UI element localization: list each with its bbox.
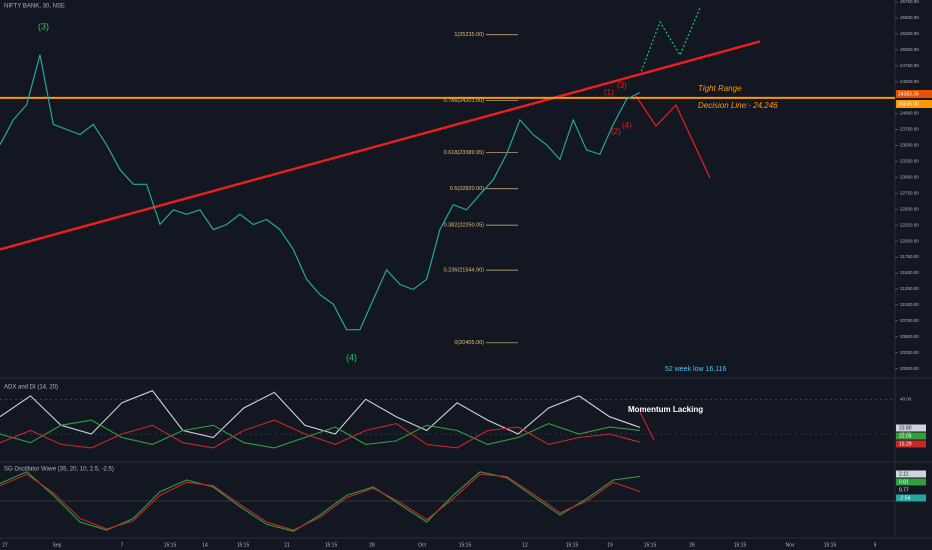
data-line [0,471,641,532]
x-tick-label: 15:15 [644,542,657,548]
value-badge [896,440,926,448]
value-badge-label: 15.29 [899,441,912,447]
y-tick-label: 22750.00 [900,190,919,195]
y-tick-label: 20750.00 [900,318,919,323]
fib-label: 0(20405.00) [454,340,484,346]
x-tick-label: 7 [121,542,124,548]
x-tick-label: 15:15 [459,542,472,548]
y-tick-label: 20000.00 [900,366,919,371]
momentum-arrow [639,411,655,441]
y-tick-label: 25500.00 [900,15,919,20]
projection-down [635,95,711,179]
panel-title: ADX and DI (14, 20) [4,385,58,391]
data-line [0,419,641,449]
x-tick-label: 28 [369,542,375,548]
projection-up [639,7,701,76]
annotation: Tight Range [698,84,742,93]
y-tick-label: 23750.00 [900,127,919,132]
annotation: Momentum Lacking [628,405,703,414]
value-badge [896,470,926,478]
y-tick-label: 22000.00 [900,238,919,243]
x-tick-label: 9 [874,542,877,548]
y-tick-label: 22500.00 [900,206,919,211]
y-tick-label: 25750.00 [900,0,919,4]
y-tick-label: 24000.00 [900,111,919,116]
fib-label: 1(25235.00) [454,32,484,38]
fib-label: 0.618(23389.95) [444,150,485,156]
y-tick-label: 24750.00 [900,63,919,68]
y-tick-label: 40.00 [900,397,912,402]
x-tick-label: 14 [202,542,208,548]
x-tick-label: 15:15 [734,542,747,548]
y-tick-label: 24500.00 [900,79,919,84]
value-badge-label: 23.80 [899,425,912,431]
x-tick-label: 15:15 [237,542,250,548]
value-badge-label: 0.81 [899,479,909,485]
y-tick-label: 21000.00 [900,302,919,307]
y-tick-label: 23000.00 [900,174,919,179]
x-tick-label: 15:15 [164,542,177,548]
price-badge [896,100,932,108]
fib-label: 0.236(21544.90) [444,268,485,274]
wave-label: (2) [611,127,621,136]
y-tick-label: 25000.00 [900,47,919,52]
value-badge [896,478,926,486]
fib-label: 0.786(24201.00) [444,98,485,104]
wave-label: (1) [604,88,614,97]
fib-label: 0.382(22250.05) [444,223,485,229]
price-badge-label: 24383.35 [898,91,919,97]
value-badge-label: -2.54 [899,495,911,501]
price-badge [896,90,932,98]
x-tick-label: Sep [53,542,62,548]
chart-title: NIFTY BANK, 30, NSE [4,4,65,10]
x-tick-label: 15:15 [325,542,338,548]
price-badge-label: 24246.00 [898,101,919,107]
trend-line [0,40,761,251]
x-tick-label: 19 [607,542,613,548]
y-tick-label: 25250.00 [900,31,919,36]
y-tick-label: 21500.00 [900,270,919,275]
value-badge [896,432,926,440]
wave-label: (4) [622,121,632,130]
y-tick-label: 21250.00 [900,286,919,291]
value-badge [896,424,926,432]
value-badge-label: 0.77 [899,487,909,493]
x-tick-label: 15:15 [824,542,837,548]
x-tick-label: 26 [689,542,695,548]
y-tick-label: 20250.00 [900,350,919,355]
wave-label: (4) [346,352,357,362]
data-line [0,419,641,449]
panel-title: SG Oscillator Wave (35, 20, 10, 2.5, -2.… [4,467,114,473]
y-tick-label: 22250.00 [900,222,919,227]
annotation: 52 week low 16,116 [665,366,726,373]
y-tick-label: 20500.00 [900,334,919,339]
x-tick-label: 21 [284,542,290,548]
fib-label: 0.5(22820.00) [450,186,484,192]
x-tick-label: 15:15 [566,542,579,548]
value-badge-label: 2.11 [899,471,909,477]
wave-label: (3) [38,21,49,31]
y-tick-label: 21750.00 [900,254,919,259]
x-tick-label: Nov [786,542,795,548]
data-line [0,473,641,531]
y-tick-label: 23500.00 [900,143,919,148]
data-line [0,390,641,439]
x-tick-label: 12 [522,542,528,548]
value-badge-label: 22.05 [899,433,912,439]
wave-label: (3) [617,81,627,90]
x-tick-label: 27 [2,542,8,548]
y-tick-label: 23250.00 [900,159,919,164]
value-badge [896,486,926,494]
annotation: Decision Line:- 24,246 [698,101,778,110]
x-tick-label: Oct [418,542,426,548]
data-line [0,54,641,331]
value-badge [896,494,926,502]
